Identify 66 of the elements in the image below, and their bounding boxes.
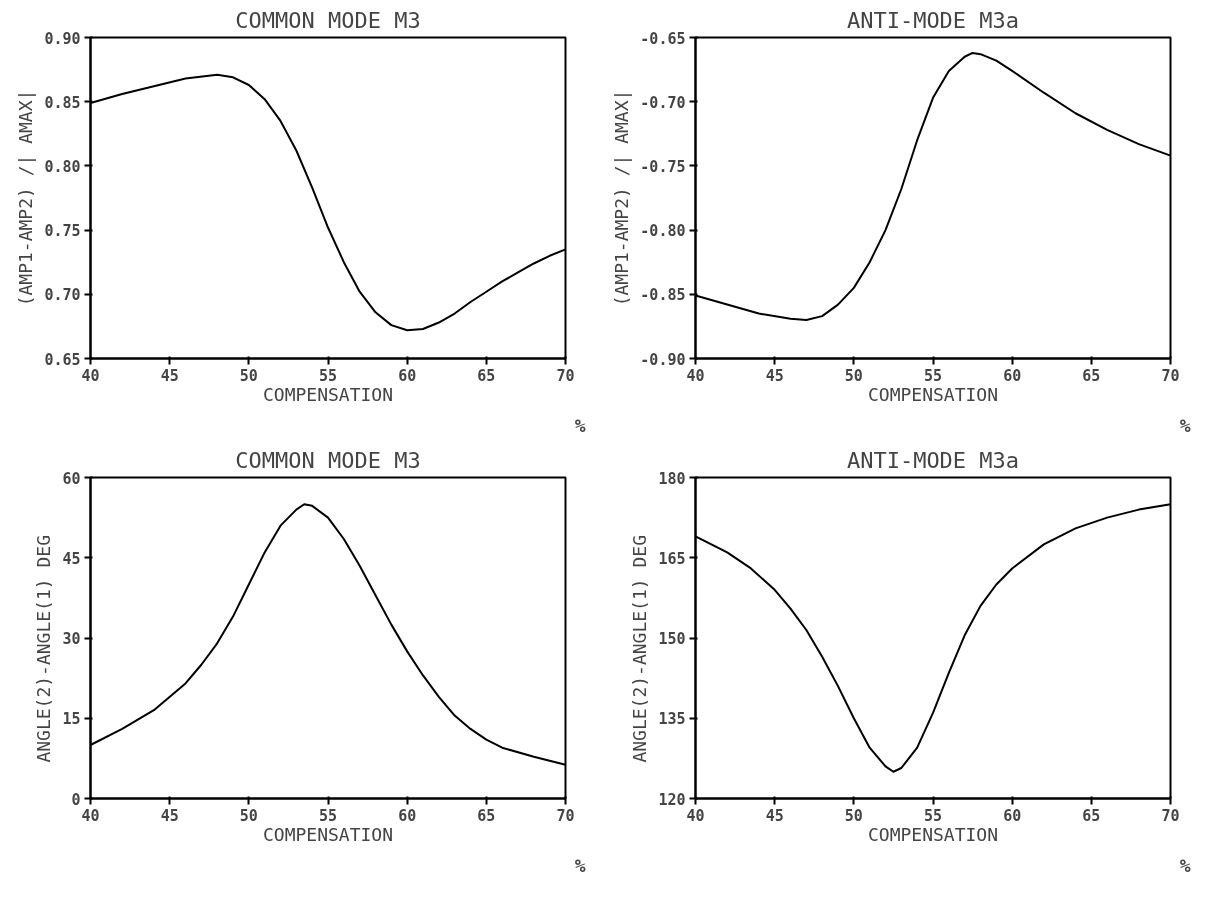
y-tick-label: 0 (71, 790, 81, 809)
x-tick-label: 45 (160, 366, 179, 385)
x-tick-label: 45 (765, 366, 784, 385)
y-tick-label: 0.80 (44, 157, 81, 176)
chart-title: COMMON MODE M3 (235, 447, 421, 473)
x-tick-label: 70 (556, 806, 575, 825)
text: % (1179, 854, 1191, 876)
x-tick-label: 40 (686, 366, 705, 385)
y-tick-label: 180 (658, 469, 686, 488)
x-tick-label: 40 (81, 366, 100, 385)
y-tick-label: -0.80 (640, 222, 686, 241)
y-tick-label: 0.75 (44, 222, 81, 241)
x-tick-label: 65 (1082, 366, 1101, 385)
chart-title: COMMON MODE M3 (235, 7, 421, 33)
y-tick-label: -0.70 (640, 93, 686, 112)
x-axis-title: COMPENSATION (262, 823, 394, 845)
y-axis-title: (AMP1-AMP2) /| AMAX| (611, 89, 633, 307)
y-tick-label: 30 (62, 630, 81, 648)
x-tick-label: 60 (398, 806, 417, 825)
x-tick-label: 50 (239, 806, 258, 825)
y-tick-label: -0.85 (640, 286, 686, 305)
x-tick-label: 55 (318, 366, 338, 385)
x-tick-label: 60 (1003, 366, 1022, 385)
y-tick-label: 165 (658, 549, 686, 568)
y-tick-label: 150 (658, 630, 686, 648)
x-tick-label: 50 (844, 806, 863, 825)
x-axis-title: COMPENSATION (867, 383, 999, 405)
y-tick-label: 15 (62, 710, 81, 729)
x-tick-label: 60 (398, 366, 417, 385)
x-tick-label: 55 (318, 806, 338, 825)
y-tick-label: -0.75 (640, 157, 686, 176)
chart-title: ANTI-MODE M3a (846, 7, 1020, 33)
x-tick-label: 40 (81, 806, 100, 825)
x-tick-label: 50 (239, 366, 258, 385)
y-tick-label: 0.65 (44, 350, 81, 369)
y-tick-label: 0.90 (44, 29, 81, 48)
x-tick-label: 70 (1161, 366, 1180, 385)
y-tick-label: 120 (658, 790, 686, 809)
x-tick-label: 55 (923, 806, 943, 825)
y-tick-label: 0.70 (44, 286, 81, 305)
y-tick-label: 45 (62, 549, 81, 568)
chart-title: ANTI-MODE M3a (846, 447, 1020, 473)
y-axis-title: ANGLE(2)-ANGLE(1) DEG (629, 535, 651, 763)
text: % (574, 414, 586, 436)
y-tick-label: 60 (62, 469, 81, 488)
x-tick-label: 65 (1082, 806, 1101, 825)
y-tick-label: -0.65 (640, 29, 686, 48)
x-tick-label: 55 (923, 366, 943, 385)
y-axis-title: ANGLE(2)-ANGLE(1) DEG (33, 535, 55, 763)
x-tick-label: 65 (477, 806, 496, 825)
y-tick-label: 135 (658, 710, 686, 729)
x-tick-label: 70 (556, 366, 575, 385)
x-tick-label: 65 (477, 366, 496, 385)
text: % (1179, 414, 1191, 436)
y-axis-title: (AMP1-AMP2) /| AMAX| (15, 89, 37, 307)
x-axis-title: COMPENSATION (867, 823, 999, 845)
x-tick-label: 40 (686, 806, 705, 825)
x-tick-label: 45 (765, 806, 784, 825)
x-tick-label: 50 (844, 366, 863, 385)
y-tick-label: 0.85 (44, 93, 81, 112)
x-tick-label: 45 (160, 806, 179, 825)
x-tick-label: 70 (1161, 806, 1180, 825)
y-tick-label: -0.90 (640, 350, 686, 369)
x-tick-label: 60 (1003, 806, 1022, 825)
text: % (574, 854, 586, 876)
x-axis-title: COMPENSATION (262, 383, 394, 405)
